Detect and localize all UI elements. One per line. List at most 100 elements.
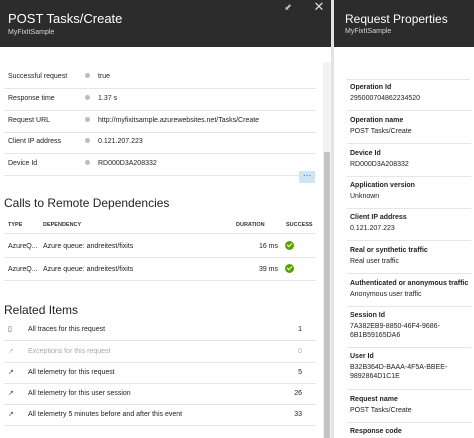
related-items-title: Related Items xyxy=(4,303,79,317)
property-value: B32B364D-BAAA-4F5A-BBEE- xyxy=(350,364,448,371)
scrollbar[interactable] xyxy=(323,62,331,438)
property-label: Application version xyxy=(350,182,415,189)
column-header-type[interactable]: TYPE xyxy=(8,222,23,228)
related-item-nearby-telemetry[interactable]: ↗ All telemetry 5 minutes before and aft… xyxy=(4,405,316,425)
info-icon[interactable] xyxy=(85,117,90,122)
related-item-label: Exceptions for this request xyxy=(28,348,111,355)
property-label: Client IP address xyxy=(350,214,407,221)
related-item-request-telemetry[interactable]: ↗ All telemetry for this request 5 xyxy=(4,363,316,383)
property-value: Anonymous user traffic xyxy=(350,291,422,298)
property-value: 1.37 s xyxy=(98,95,118,102)
divider xyxy=(346,79,470,80)
request-details-blade: POST Tasks/Create MyFixItSample ⬋ ✕ Succ… xyxy=(0,0,331,438)
related-item-count: 0 xyxy=(298,348,302,355)
property-application-version: Application version Unknown xyxy=(350,182,474,200)
blade-title: Request Properties xyxy=(345,12,448,26)
property-value-continued: 6B1B59165DA6 xyxy=(350,332,401,339)
arrow-icon: ↗ xyxy=(8,411,14,418)
divider xyxy=(347,306,471,307)
property-value: RD000D3A208332 xyxy=(350,161,409,168)
divider xyxy=(347,389,471,390)
divider xyxy=(4,362,316,363)
property-label: Operation Id xyxy=(350,84,392,91)
blade-header: Request Properties MyFixItSample xyxy=(334,0,474,47)
related-item-count: 5 xyxy=(298,369,302,376)
dependencies-title: Calls to Remote Dependencies xyxy=(4,196,170,210)
document-icon: ▯ xyxy=(8,326,12,333)
property-label: Operation name xyxy=(350,117,404,124)
arrow-icon: ↗ xyxy=(8,390,14,397)
property-label: Device Id xyxy=(350,150,381,157)
request-url-link[interactable]: http://myfixitsample.azurewebsites.net/T… xyxy=(98,117,260,124)
column-header-success[interactable]: SUCCESS xyxy=(286,222,313,228)
related-item-label: All telemetry for this request xyxy=(28,369,115,376)
divider xyxy=(347,110,471,111)
divider xyxy=(4,383,316,384)
column-header-duration[interactable]: DURATION xyxy=(236,222,265,228)
property-user-id: User Id B32B364D-BAAA-4F5A-BBEE- 9892864… xyxy=(350,353,474,380)
related-item-session-telemetry[interactable]: ↗ All telemetry for this user session 26 xyxy=(4,384,316,404)
divider xyxy=(347,273,471,274)
blade-title: POST Tasks/Create xyxy=(8,11,123,26)
divider xyxy=(347,240,471,241)
property-label: Response code xyxy=(350,428,402,435)
scrollbar-thumb[interactable] xyxy=(324,152,330,438)
info-icon[interactable] xyxy=(85,95,90,100)
property-label: Session Id xyxy=(350,312,386,319)
divider xyxy=(347,208,471,209)
arrow-icon: ↗ xyxy=(8,348,14,355)
property-row: Device Id RD000D3A208332 xyxy=(0,154,318,174)
divider xyxy=(4,110,316,111)
info-icon[interactable] xyxy=(85,73,90,78)
dependency-row[interactable]: AzureQ... Azure queue: andreitest/fixits… xyxy=(4,259,316,279)
divider xyxy=(347,347,471,348)
dependency-name: Azure queue: andreitest/fixits xyxy=(43,243,134,250)
close-icon[interactable]: ✕ xyxy=(313,0,325,14)
related-item-label: All traces for this request xyxy=(28,326,106,333)
blade-content: Successful request true Response time 1.… xyxy=(0,62,323,438)
divider xyxy=(4,233,316,234)
property-traffic-type: Real or synthetic traffic Real user traf… xyxy=(350,247,474,265)
property-label: Device Id xyxy=(8,160,38,167)
property-label: User Id xyxy=(350,353,374,360)
property-value: RD000D3A208332 xyxy=(98,160,157,167)
divider xyxy=(347,143,471,144)
divider xyxy=(347,422,471,423)
divider xyxy=(4,175,316,176)
related-item-traces[interactable]: ▯ All traces for this request 1 xyxy=(4,320,316,340)
request-properties-blade: Request Properties MyFixItSample Operati… xyxy=(334,0,474,438)
related-item-exceptions[interactable]: ↗ Exceptions for this request 0 xyxy=(4,342,316,362)
divider xyxy=(4,88,316,89)
success-check-icon xyxy=(285,264,294,273)
property-auth-traffic: Authenticated or anonymous traffic Anony… xyxy=(350,280,474,298)
property-value: 0.121.207.223 xyxy=(98,138,143,145)
property-label: Successful request xyxy=(8,73,68,80)
info-icon[interactable] xyxy=(85,160,90,165)
property-value: Real user traffic xyxy=(350,258,399,265)
property-session-id: Session Id 7A382EB9-8850-46F4-9686- 6B1B… xyxy=(350,312,474,339)
info-icon[interactable] xyxy=(85,138,90,143)
property-client-ip: Client IP address 0.121.207.223 xyxy=(350,214,474,232)
blade-subtitle: MyFixItSample xyxy=(8,29,55,36)
related-item-label: All telemetry 5 minutes before and after… xyxy=(28,411,183,418)
property-row: Request URL http://myfixitsample.azurewe… xyxy=(0,111,318,131)
dependency-name: Azure queue: andreitest/fixits xyxy=(43,266,134,273)
property-operation-id: Operation Id 2950007048622345​20 xyxy=(350,84,474,102)
more-button[interactable]: ... xyxy=(299,169,315,183)
property-row: Response time 1.37 s xyxy=(0,89,318,109)
property-value-continued: 9892864D1C1E xyxy=(350,373,400,380)
blade-header: POST Tasks/Create MyFixItSample ⬋ ✕ xyxy=(0,0,331,47)
column-header-dependency[interactable]: DEPENDENCY xyxy=(43,222,82,228)
property-label: Client IP address xyxy=(8,138,62,145)
divider xyxy=(4,280,316,281)
property-value: 0.121.207.223 xyxy=(350,225,395,232)
divider xyxy=(4,425,316,426)
dependency-type: AzureQ... xyxy=(8,266,38,273)
property-label: Request name xyxy=(350,396,398,403)
arrow-icon: ↗ xyxy=(8,369,14,376)
divider xyxy=(347,176,471,177)
dependency-row[interactable]: AzureQ... Azure queue: andreitest/fixits… xyxy=(4,236,316,256)
pin-icon[interactable]: ⬋ xyxy=(284,2,292,12)
property-value: 7A382EB9-8850-46F4-9686- xyxy=(350,323,440,330)
